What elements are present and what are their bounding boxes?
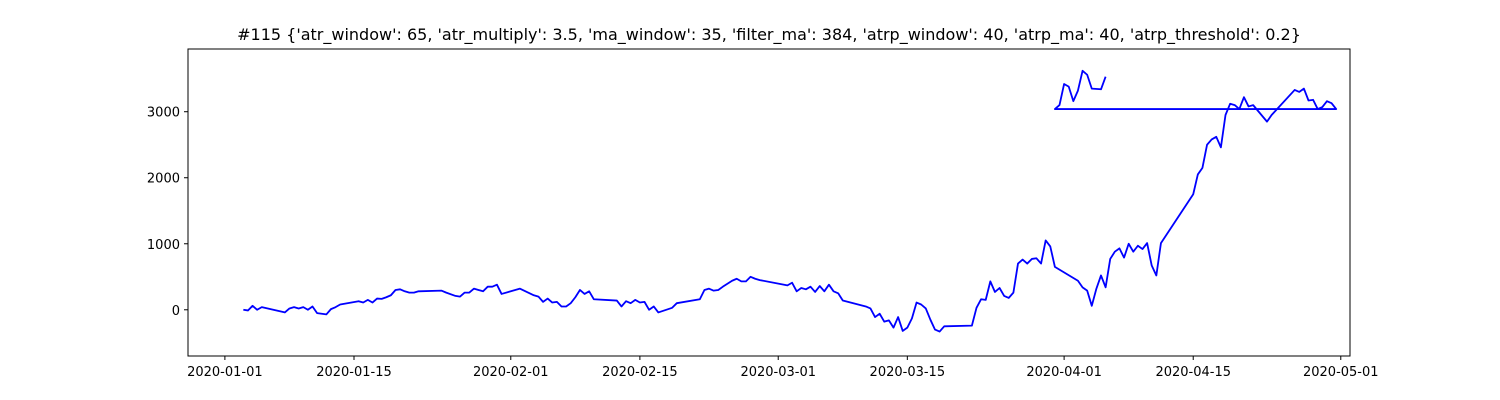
y-tick-label: 2000 xyxy=(147,172,180,187)
y-tick-label: 0 xyxy=(172,304,180,319)
x-tick-label: 2020-02-15 xyxy=(602,365,678,380)
x-tick-label: 2020-04-01 xyxy=(1026,365,1102,380)
y-tick-label: 3000 xyxy=(147,106,180,121)
series-line-1 xyxy=(243,69,1338,333)
plot-area: 2020-01-01 2020-01-15 2020-02-01 2020-02-15… xyxy=(147,48,1379,380)
x-tick-label: 2020-03-01 xyxy=(740,365,816,380)
y-tick-label: 1000 xyxy=(147,238,180,253)
x-tick-label: 2020-04-15 xyxy=(1155,365,1231,380)
chart-title: #115 {'atr_window': 65, 'atr_multiply': … xyxy=(237,25,1301,45)
x-tick-label: 2020-01-01 xyxy=(187,365,263,380)
x-tick-label: 2020-03-15 xyxy=(870,365,946,380)
axes-frame xyxy=(187,48,1351,357)
x-tick-label: 2020-01-15 xyxy=(316,365,392,380)
x-tick-label: 2020-02-01 xyxy=(473,365,549,380)
x-tick-label: 2020-05-01 xyxy=(1303,365,1379,380)
